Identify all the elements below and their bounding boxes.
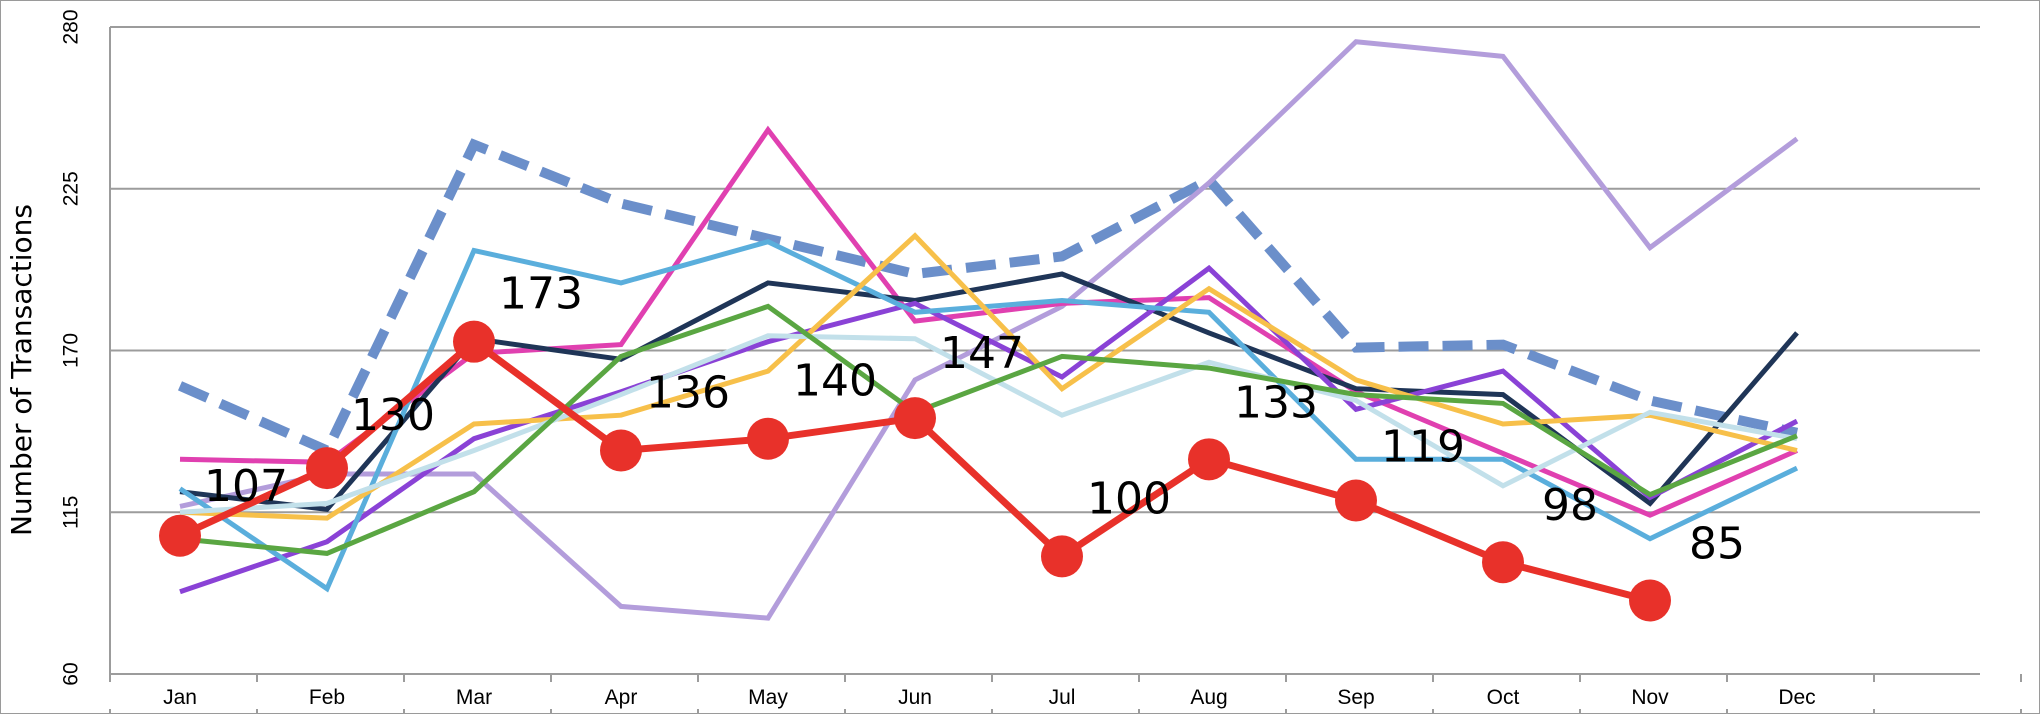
- x-tick-label: Apr: [605, 686, 638, 709]
- series-line: [179, 303, 1798, 556]
- data-label: 136: [646, 367, 730, 418]
- series-line: [179, 39, 1799, 621]
- x-tick-label: Mar: [456, 686, 492, 709]
- x-tick-label: Oct: [1487, 686, 1520, 709]
- x-tick-label: Sep: [1337, 686, 1374, 709]
- x-tick-label: Jun: [898, 686, 932, 709]
- data-label: 133: [1234, 377, 1318, 428]
- y-tick-label: 170: [60, 333, 83, 368]
- y-tick-label: 280: [60, 9, 83, 44]
- data-point-marker: [747, 417, 789, 460]
- data-label: 107: [204, 461, 288, 512]
- data-label: 98: [1542, 480, 1598, 531]
- data-point-marker: [306, 447, 348, 490]
- x-tick-label: Aug: [1190, 686, 1227, 709]
- y-tick-label: 60: [60, 662, 83, 685]
- data-point-marker: [894, 397, 936, 440]
- data-label: 119: [1381, 421, 1465, 472]
- data-point-marker: [1041, 535, 1083, 578]
- data-label: 85: [1689, 518, 1745, 569]
- series-line: [179, 264, 1799, 595]
- data-label: 130: [351, 390, 435, 441]
- x-tick-label: May: [748, 686, 788, 709]
- x-tick-label: Dec: [1778, 686, 1815, 709]
- data-label: 173: [499, 269, 583, 320]
- y-tick-label: 115: [60, 496, 83, 529]
- data-point-marker: [159, 514, 201, 557]
- x-tick-label: Nov: [1631, 686, 1669, 709]
- data-point-marker: [453, 320, 495, 363]
- y-tick-label: 225: [60, 171, 83, 206]
- data-label: 140: [793, 356, 877, 407]
- data-point-marker: [1629, 579, 1671, 622]
- x-tick-label: Jul: [1049, 686, 1076, 709]
- y-axis-label: Number of Transactions: [5, 204, 38, 536]
- series-line: [179, 333, 1798, 515]
- data-label: 100: [1087, 473, 1171, 524]
- x-tick-label: Jan: [163, 686, 197, 709]
- data-point-marker: [600, 429, 642, 472]
- data-point-marker: [1335, 479, 1377, 522]
- data-point-marker: [1188, 438, 1230, 481]
- series-line: [179, 232, 1798, 521]
- data-point-marker: [1482, 541, 1524, 584]
- data-label: 147: [940, 328, 1024, 379]
- series-line: [177, 138, 1799, 458]
- x-tick-label: Feb: [309, 686, 345, 709]
